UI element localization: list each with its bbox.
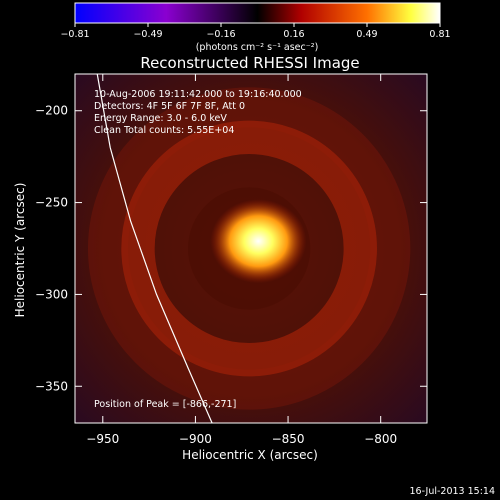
x-tick-label: −800 (364, 432, 397, 446)
colorbar-unit-label: (photons cm⁻² s⁻¹ asec⁻²) (196, 42, 319, 53)
colorbar-tick-label: −0.16 (206, 29, 235, 40)
heatmap-layer (87, 87, 411, 410)
info-line-energy: Energy Range: 3.0 - 6.0 keV (94, 113, 227, 124)
colorbar-tick-label: 0.49 (356, 29, 377, 40)
y-axis-ticks: −200 −250 −300 −350 (35, 104, 427, 393)
colorbar-ticks: −0.81 −0.49 −0.16 0.16 0.49 0.81 (60, 23, 451, 40)
footer-timestamp: 16-Jul-2013 15:14 (409, 486, 495, 497)
colorbar-tick-label: 0.81 (429, 29, 450, 40)
y-tick-label: −200 (35, 104, 68, 118)
solar-limb-line (96, 74, 213, 423)
info-line-time: 10-Aug-2006 19:11:42.000 to 19:16:40.000 (94, 89, 302, 100)
y-axis-label: Heliocentric Y (arcsec) (13, 183, 27, 318)
colorbar-tick-label: 0.16 (283, 29, 304, 40)
x-axis-ticks: −950 −900 −850 −800 (86, 74, 397, 446)
emission-ring-halo (87, 87, 411, 410)
x-tick-label: −900 (179, 432, 212, 446)
x-axis-label: Heliocentric X (arcsec) (182, 448, 318, 462)
x-tick-label: −950 (86, 432, 119, 446)
info-line-detectors: Detectors: 4F 5F 6F 7F 8F, Att 0 (94, 101, 245, 112)
colorbar-tick-label: −0.49 (133, 29, 162, 40)
emission-peak (210, 199, 307, 284)
x-tick-label: −850 (272, 432, 305, 446)
y-tick-label: −350 (35, 379, 68, 393)
peak-position-label: Position of Peak = [-866,-271] (94, 399, 236, 410)
plot-frame (74, 73, 428, 424)
colorbar-tick-label: −0.81 (60, 29, 89, 40)
colorbar (74, 2, 441, 24)
info-line-clean: Clean Total counts: 5.55E+04 (94, 125, 234, 136)
y-tick-label: −300 (35, 287, 68, 301)
chart-title: Reconstructed RHESSI Image (140, 54, 359, 72)
y-tick-label: −250 (35, 196, 68, 210)
emission-ring (121, 120, 377, 377)
